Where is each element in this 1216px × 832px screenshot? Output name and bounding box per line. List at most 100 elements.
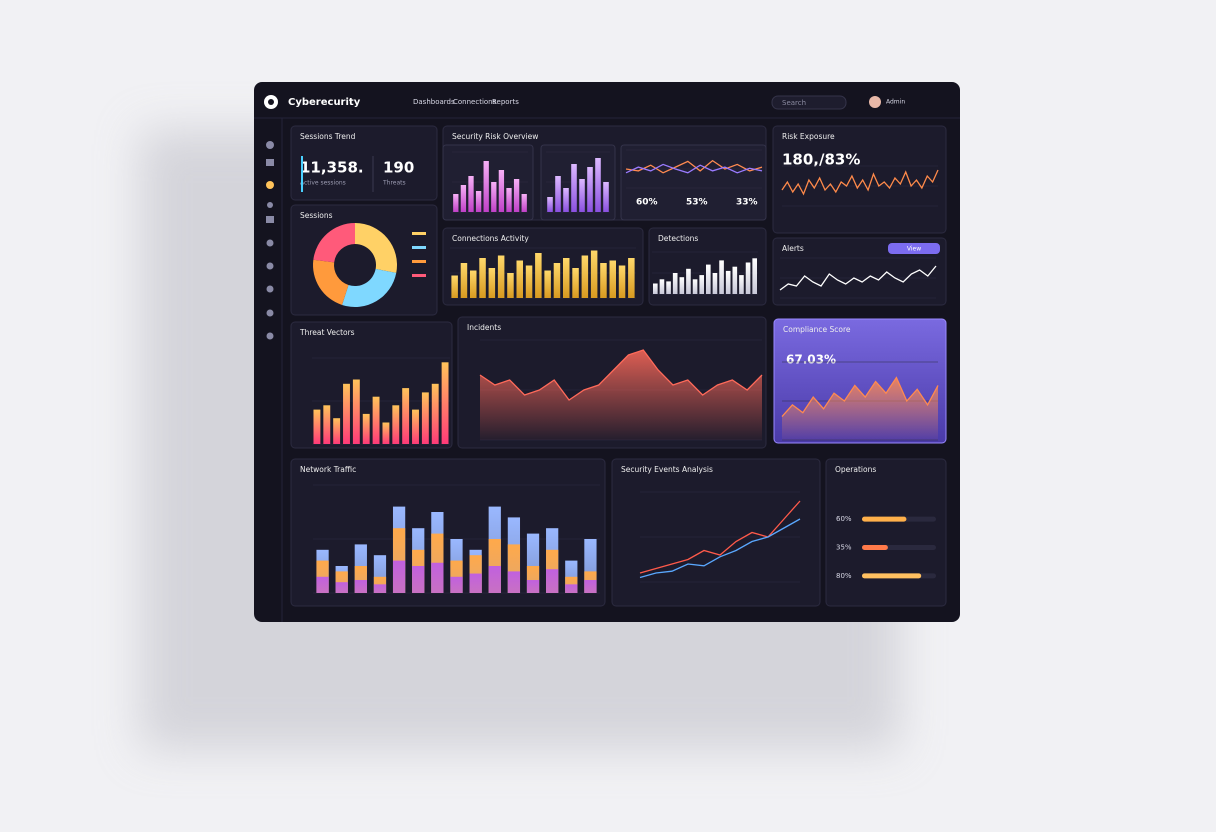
nav-icon[interactable] — [266, 216, 274, 223]
nav-icon[interactable] — [266, 239, 274, 247]
nav-icon[interactable] — [266, 181, 274, 189]
bar — [412, 409, 419, 444]
bar — [372, 396, 380, 444]
nav-item[interactable]: Connections — [453, 98, 497, 106]
panel — [290, 458, 606, 607]
bar — [469, 270, 477, 298]
bar — [547, 197, 553, 212]
bar — [618, 265, 626, 298]
bar — [362, 413, 370, 444]
panel — [611, 458, 821, 607]
area-fill — [782, 377, 938, 440]
panel-title: Connections Activity — [452, 234, 529, 243]
bar — [544, 270, 551, 298]
bar — [628, 258, 635, 298]
bar — [460, 185, 467, 212]
bar — [352, 379, 360, 444]
bar — [571, 164, 577, 212]
stat: 60% — [636, 198, 658, 208]
bar — [692, 279, 698, 294]
panel-title: Security Risk Overview — [452, 132, 538, 141]
bar — [392, 560, 406, 593]
area-line — [479, 349, 763, 401]
nav-icon[interactable] — [266, 141, 274, 149]
nav-icon[interactable] — [266, 262, 274, 270]
donut-segment — [312, 259, 349, 305]
kpi-note: Threats — [382, 180, 406, 187]
bar — [453, 194, 459, 212]
bar — [313, 409, 321, 444]
bar — [712, 273, 718, 294]
line — [625, 159, 763, 174]
donut-segment — [313, 223, 355, 263]
stat: 33% — [736, 198, 758, 208]
panel-title: Compliance Score — [783, 325, 851, 334]
stat: 53% — [686, 198, 708, 208]
progress-label: 80% — [836, 572, 852, 580]
button[interactable] — [888, 243, 940, 254]
search-box[interactable] — [771, 95, 847, 110]
bar — [659, 279, 665, 294]
panel-title: Alerts — [782, 244, 804, 253]
panel — [825, 458, 947, 607]
bar — [488, 566, 501, 593]
nav-icon[interactable] — [266, 332, 274, 340]
bar — [719, 260, 724, 294]
bar — [595, 158, 601, 212]
bar — [565, 584, 578, 593]
panel — [290, 125, 438, 201]
panel — [772, 237, 947, 306]
bar — [392, 405, 400, 444]
bar — [343, 383, 350, 444]
panel-title: Security Events Analysis — [621, 465, 713, 474]
bar — [431, 383, 439, 444]
brand: Cyberecurity — [288, 97, 361, 108]
nav-icon[interactable] — [266, 309, 274, 317]
bar — [513, 179, 520, 212]
bar — [535, 253, 542, 298]
line — [639, 518, 801, 579]
bar — [555, 176, 561, 212]
line — [625, 163, 763, 174]
bar — [652, 283, 658, 294]
legend-swatch — [412, 274, 426, 277]
line — [779, 265, 937, 291]
nav-icon[interactable] — [266, 159, 274, 166]
bar — [572, 268, 579, 298]
bar — [526, 580, 540, 593]
progress-bar — [862, 573, 922, 579]
bar — [699, 275, 705, 294]
bar — [672, 273, 678, 294]
bar — [488, 268, 496, 298]
bar — [450, 576, 463, 593]
bar — [521, 194, 527, 212]
bar — [323, 405, 331, 444]
nav-item[interactable]: Dashboards — [413, 98, 455, 106]
area-fill — [480, 350, 762, 440]
bar — [354, 580, 367, 593]
legend-swatch — [412, 232, 426, 235]
bar — [590, 250, 598, 298]
panel-title: Operations — [835, 465, 876, 474]
nav-icon[interactable] — [266, 285, 274, 293]
bar — [752, 258, 758, 294]
nav-item[interactable]: Reports — [492, 98, 519, 106]
bar — [745, 262, 751, 294]
panel-title: Sessions — [300, 211, 333, 220]
bar — [497, 255, 505, 298]
legend-swatch — [412, 246, 426, 249]
bar — [412, 566, 425, 593]
kpi-note: Active sessions — [300, 180, 346, 187]
avatar[interactable] — [869, 96, 881, 108]
bar — [402, 388, 410, 444]
nav-icon[interactable] — [267, 202, 273, 208]
line — [639, 500, 801, 574]
area-line — [781, 376, 939, 418]
bar — [469, 573, 482, 593]
kpi-accent — [301, 156, 303, 192]
bar — [506, 188, 512, 212]
button-label: View — [907, 246, 921, 253]
bar — [460, 263, 468, 298]
